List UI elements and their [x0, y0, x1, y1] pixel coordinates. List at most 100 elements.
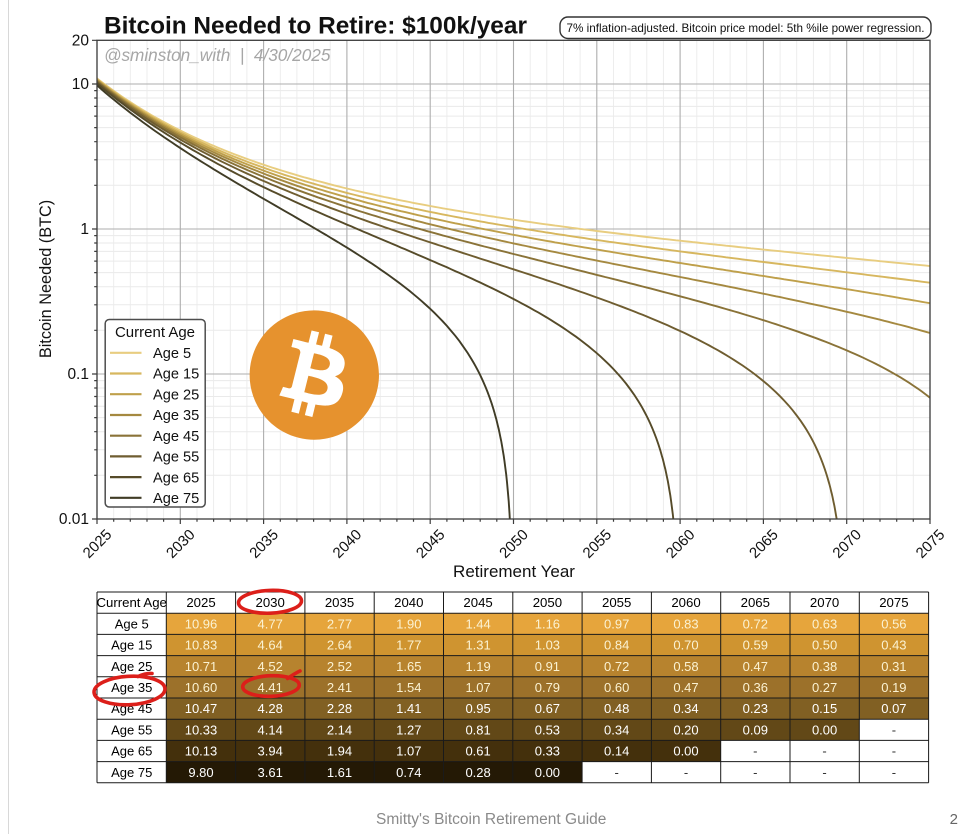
svg-text:2: 2 [950, 811, 958, 828]
svg-text:1.77: 1.77 [396, 638, 421, 653]
svg-text:2035: 2035 [325, 595, 354, 610]
svg-text:4.52: 4.52 [258, 659, 283, 674]
svg-text:1.16: 1.16 [535, 616, 560, 631]
svg-text:0.28: 0.28 [465, 765, 490, 780]
svg-text:1.54: 1.54 [396, 680, 421, 695]
svg-text:0.34: 0.34 [673, 701, 698, 716]
svg-text:Age 25: Age 25 [153, 387, 199, 403]
svg-text:10.47: 10.47 [185, 701, 218, 716]
svg-text:-: - [892, 722, 896, 737]
svg-text:@sminston_with | 4/30/2025: @sminston_with | 4/30/2025 [104, 45, 331, 65]
svg-text:-: - [615, 765, 619, 780]
svg-text:0.74: 0.74 [396, 765, 421, 780]
svg-text:1.41: 1.41 [396, 701, 421, 716]
svg-text:1.03: 1.03 [535, 638, 560, 653]
svg-text:0.01: 0.01 [59, 511, 89, 528]
svg-text:0.19: 0.19 [881, 680, 906, 695]
svg-text:1.90: 1.90 [396, 616, 421, 631]
svg-text:1.27: 1.27 [396, 722, 421, 737]
svg-text:1.44: 1.44 [465, 616, 490, 631]
svg-text:Age 55: Age 55 [153, 450, 199, 466]
svg-text:10.83: 10.83 [185, 638, 218, 653]
svg-text:0.95: 0.95 [465, 701, 490, 716]
svg-text:4.77: 4.77 [258, 616, 283, 631]
svg-text:4.28: 4.28 [258, 701, 283, 716]
svg-text:0.23: 0.23 [743, 701, 768, 716]
svg-text:1.07: 1.07 [465, 680, 490, 695]
svg-text:Current Age: Current Age [115, 324, 195, 341]
svg-text:0.27: 0.27 [812, 680, 837, 695]
svg-text:10.96: 10.96 [185, 616, 218, 631]
svg-text:2.14: 2.14 [327, 722, 352, 737]
svg-text:Age 35: Age 35 [111, 680, 152, 695]
svg-text:0.50: 0.50 [812, 638, 837, 653]
svg-text:2040: 2040 [394, 595, 423, 610]
svg-text:0.47: 0.47 [743, 659, 768, 674]
svg-text:0.38: 0.38 [812, 659, 837, 674]
svg-text:9.80: 9.80 [188, 765, 213, 780]
svg-text:0.97: 0.97 [604, 616, 629, 631]
svg-text:Smitty's Bitcoin Retirement Gu: Smitty's Bitcoin Retirement Guide [376, 811, 606, 828]
svg-text:Age 55: Age 55 [111, 722, 152, 737]
svg-text:1.65: 1.65 [396, 659, 421, 674]
svg-text:0.72: 0.72 [604, 659, 629, 674]
svg-text:Age 5: Age 5 [153, 346, 191, 362]
svg-text:2030: 2030 [256, 595, 285, 610]
svg-text:4.41: 4.41 [258, 680, 283, 695]
svg-text:-: - [684, 765, 688, 780]
svg-text:0.33: 0.33 [535, 744, 560, 759]
svg-text:2055: 2055 [602, 595, 631, 610]
svg-text:2065: 2065 [741, 595, 770, 610]
svg-text:Age 25: Age 25 [111, 659, 152, 674]
svg-text:10.60: 10.60 [185, 680, 218, 695]
svg-text:Age 45: Age 45 [153, 429, 199, 445]
svg-text:Age 15: Age 15 [153, 367, 199, 383]
svg-text:2.41: 2.41 [327, 680, 352, 695]
svg-text:0.48: 0.48 [604, 701, 629, 716]
svg-text:0.36: 0.36 [743, 680, 768, 695]
svg-text:0.70: 0.70 [673, 638, 698, 653]
svg-text:0.34: 0.34 [604, 722, 629, 737]
svg-text:Age 65: Age 65 [111, 744, 152, 759]
svg-text:1.94: 1.94 [327, 744, 352, 759]
svg-text:-: - [753, 744, 757, 759]
svg-text:10.33: 10.33 [185, 722, 218, 737]
svg-text:2075: 2075 [879, 595, 908, 610]
svg-text:0.79: 0.79 [535, 680, 560, 695]
svg-text:2.64: 2.64 [327, 638, 352, 653]
svg-text:0.53: 0.53 [535, 722, 560, 737]
svg-text:1.07: 1.07 [396, 744, 421, 759]
svg-text:0.47: 0.47 [673, 680, 698, 695]
svg-text:Age 65: Age 65 [153, 470, 199, 486]
svg-text:0.31: 0.31 [881, 659, 906, 674]
svg-text:Bitcoin Needed (BTC): Bitcoin Needed (BTC) [37, 200, 55, 358]
svg-text:Age 75: Age 75 [111, 765, 152, 780]
svg-text:7% inflation-adjusted. Bitcoin: 7% inflation-adjusted. Bitcoin price mod… [567, 22, 925, 35]
svg-text:-: - [892, 765, 896, 780]
svg-text:-: - [892, 744, 896, 759]
svg-text:10.13: 10.13 [185, 744, 218, 759]
svg-text:0.1: 0.1 [67, 366, 89, 383]
svg-text:0.15: 0.15 [812, 701, 837, 716]
svg-text:2050: 2050 [533, 595, 562, 610]
svg-text:0.00: 0.00 [812, 722, 837, 737]
svg-text:Age 5: Age 5 [115, 616, 149, 631]
svg-text:2.28: 2.28 [327, 701, 352, 716]
svg-text:Age 35: Age 35 [153, 408, 199, 424]
svg-text:2025: 2025 [186, 595, 215, 610]
svg-text:0.09: 0.09 [743, 722, 768, 737]
svg-text:0.67: 0.67 [535, 701, 560, 716]
svg-text:4.64: 4.64 [258, 638, 283, 653]
svg-text:-: - [753, 765, 757, 780]
svg-text:1: 1 [80, 221, 89, 238]
svg-text:2070: 2070 [810, 595, 839, 610]
svg-text:-: - [822, 744, 826, 759]
svg-text:3.94: 3.94 [258, 744, 283, 759]
svg-text:0.00: 0.00 [535, 765, 560, 780]
svg-text:1.31: 1.31 [465, 638, 490, 653]
svg-text:0.58: 0.58 [673, 659, 698, 674]
svg-text:0.81: 0.81 [465, 722, 490, 737]
svg-text:1.19: 1.19 [465, 659, 490, 674]
svg-text:0.91: 0.91 [535, 659, 560, 674]
svg-text:0.61: 0.61 [465, 744, 490, 759]
